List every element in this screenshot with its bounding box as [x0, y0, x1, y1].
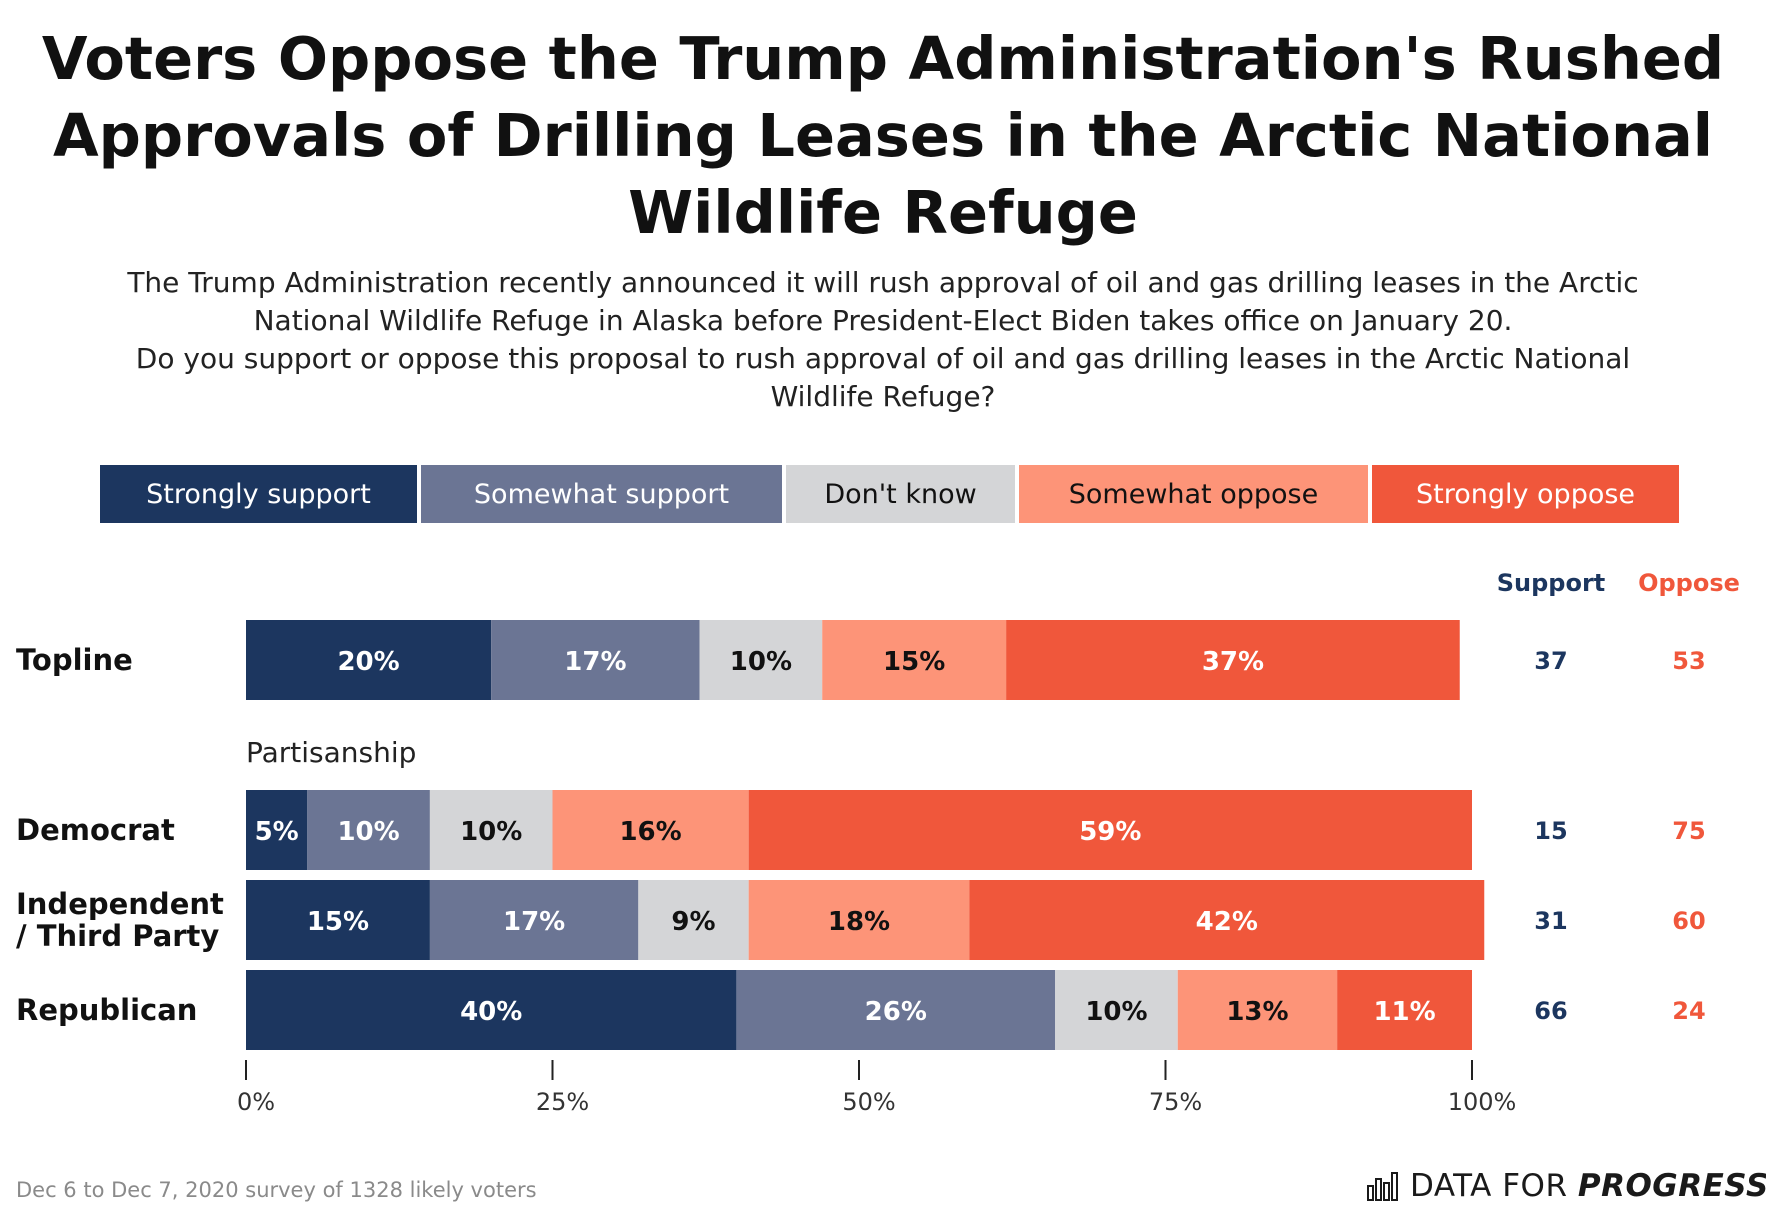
support-value: 31: [1534, 907, 1567, 935]
bar-segment-somewhat-support: [307, 790, 430, 870]
title-line: Approvals of Drilling Leases in the Arct…: [52, 101, 1713, 170]
data-label-strongly-support: 15%: [307, 907, 369, 937]
x-tick-label: 25%: [536, 1088, 589, 1116]
bar-segment-dont-know: [429, 790, 553, 870]
brand-logo: DATA FOR PROGRESS: [1366, 1166, 1766, 1206]
oppose-value: 24: [1672, 997, 1705, 1025]
bar-segment-somewhat-support: [736, 970, 1056, 1050]
data-label-somewhat-oppose: 18%: [828, 907, 890, 937]
bar-segment-strongly-support: [246, 620, 492, 700]
bar-segment-strongly-support: [246, 880, 430, 960]
oppose-header: Oppose: [1638, 569, 1740, 597]
bar-segment-strongly-support: [246, 970, 737, 1050]
legend-dont-know: Don't know: [786, 465, 1015, 523]
data-label-somewhat-oppose: 16%: [619, 817, 681, 847]
row-label: Topline: [16, 643, 133, 677]
bar-segment-somewhat-oppose: [1177, 970, 1338, 1050]
survey-note: Dec 6 to Dec 7, 2020 survey of 1328 like…: [16, 1178, 537, 1202]
legend-strongly-oppose: Strongly oppose: [1372, 465, 1679, 523]
brand-regular: DATA FOR: [1410, 1168, 1568, 1204]
support-header: Support: [1497, 569, 1606, 597]
row-label: / Third Party: [16, 919, 219, 953]
subtitle-line: Do you support or oppose this proposal t…: [135, 342, 1631, 375]
data-label-strongly-oppose: 42%: [1196, 907, 1258, 937]
bar-segment-somewhat-oppose: [822, 620, 1007, 700]
bar-segment-strongly-oppose: [1006, 620, 1460, 700]
bar-segment-somewhat-oppose: [552, 790, 749, 870]
bar-segment-dont-know: [638, 880, 749, 960]
bar-segment-strongly-oppose: [969, 880, 1485, 960]
data-label-somewhat-support: 17%: [503, 907, 565, 937]
data-label-strongly-support: 40%: [460, 997, 522, 1027]
bar-chart-logo-icon: [1367, 1172, 1398, 1201]
chart-legend: Strongly support Somewhat support Don't …: [0, 465, 1766, 525]
chart-title: Voters Oppose the Trump Administration's…: [0, 20, 1766, 251]
oppose-value: 60: [1672, 907, 1705, 935]
data-label-dont-know: 10%: [1085, 997, 1147, 1027]
title-line: Voters Oppose the Trump Administration's…: [41, 24, 1725, 93]
bar-segment-dont-know: [1055, 970, 1178, 1050]
support-value: 66: [1534, 997, 1567, 1025]
data-label-dont-know: 10%: [460, 817, 522, 847]
data-label-strongly-oppose: 11%: [1373, 997, 1435, 1027]
x-tick-label: 0%: [237, 1088, 275, 1116]
chart-subtitle: The Trump Administration recently announ…: [0, 264, 1766, 416]
row-label: Democrat: [16, 813, 175, 847]
bar-segment-dont-know: [699, 620, 823, 700]
data-label-strongly-support: 20%: [337, 647, 399, 677]
subtitle-line: The Trump Administration recently announ…: [127, 266, 1639, 299]
data-label-somewhat-support: 26%: [865, 997, 927, 1027]
subtitle-line: National Wildlife Refuge in Alaska befor…: [253, 304, 1513, 337]
oppose-value: 53: [1672, 647, 1705, 675]
data-label-somewhat-support: 17%: [564, 647, 626, 677]
support-value: 15: [1534, 817, 1567, 845]
data-label-strongly-oppose: 37%: [1202, 647, 1264, 677]
row-label: Republican: [16, 993, 197, 1027]
section-label-partisanship: Partisanship: [246, 736, 416, 769]
title-line: Wildlife Refuge: [628, 178, 1138, 247]
data-label-strongly-oppose: 59%: [1079, 817, 1141, 847]
oppose-value: 75: [1672, 817, 1705, 845]
data-label-somewhat-support: 10%: [337, 817, 399, 847]
data-label-somewhat-oppose: 15%: [883, 647, 945, 677]
row-label: Independent: [16, 887, 224, 921]
legend-somewhat-support: Somewhat support: [421, 465, 782, 523]
bar-segment-strongly-oppose: [748, 790, 1472, 870]
bar-segment-somewhat-support: [491, 620, 700, 700]
data-label-somewhat-oppose: 13%: [1226, 997, 1288, 1027]
legend-strongly-support: Strongly support: [100, 465, 417, 523]
bar-segment-strongly-support: [246, 790, 308, 870]
bar-segment-somewhat-support: [429, 880, 639, 960]
subtitle-line: Wildlife Refuge?: [770, 380, 996, 413]
data-label-dont-know: 9%: [671, 907, 715, 937]
bar-segment-somewhat-oppose: [748, 880, 970, 960]
x-tick-label: 75%: [1149, 1088, 1202, 1116]
brand-name: DATA FOR PROGRESS: [1410, 1168, 1766, 1204]
data-label-dont-know: 10%: [730, 647, 792, 677]
bar-segment-strongly-oppose: [1337, 970, 1472, 1050]
brand-bold: PROGRESS: [1577, 1168, 1766, 1204]
support-value: 37: [1534, 647, 1567, 675]
x-tick-label: 50%: [842, 1088, 895, 1116]
legend-somewhat-oppose: Somewhat oppose: [1019, 465, 1368, 523]
data-label-strongly-support: 5%: [255, 817, 299, 847]
x-tick-label: 100%: [1448, 1088, 1517, 1116]
